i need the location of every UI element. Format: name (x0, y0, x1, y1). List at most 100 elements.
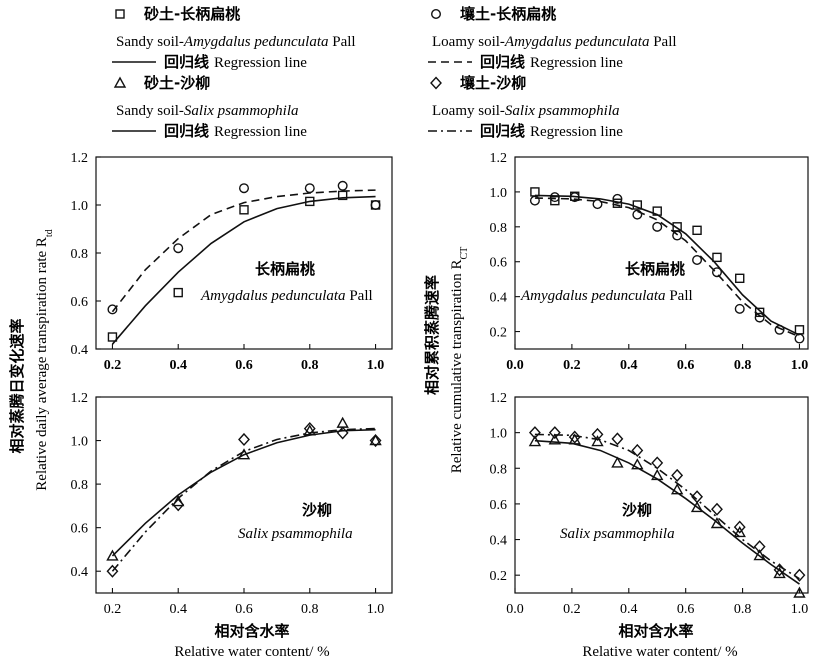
left-y-label-cn: 相对蒸腾日变化速率 (8, 318, 26, 453)
data-point-circle (692, 254, 703, 265)
x-tick-label: 1.0 (791, 358, 809, 373)
left-y-label-en-main: Relative daily average transpiration rat… (34, 237, 50, 491)
data-point-diamond (106, 564, 119, 578)
x-tick-label: 1.0 (367, 602, 385, 617)
plot-frame (514, 396, 809, 594)
y-tick-label: 0.2 (490, 326, 508, 341)
plot-frame (514, 156, 809, 350)
y-tick-label: 1.0 (71, 435, 89, 450)
data-point-diamond (691, 490, 704, 504)
data-point-diamond (711, 502, 723, 516)
legend-entry-2: 壤土-长柄扁桃 Loamy soil-Amygdalus pedunculata … (428, 5, 677, 71)
data-point-triangle (793, 586, 806, 598)
data-point-triangle (733, 525, 746, 538)
data-point-diamond (753, 540, 766, 554)
regression-line-dashdot (111, 427, 376, 572)
panel-top-right: 0.0 0.2 0.4 0.6 0.8 1.0 0.2 0.4 0.6 0.8 1.0 1.2 长柄扁桃… (490, 151, 809, 373)
data-point-square (712, 252, 722, 263)
legend-line-en: Regression line (530, 55, 623, 71)
y-tick-label: 0.8 (490, 221, 508, 236)
data-point-triangle (670, 483, 684, 495)
data-point-diamond (611, 432, 624, 446)
right-y-label-cn: 相对累积蒸腾速率 (423, 275, 441, 395)
panel-annotation-cn: 长柄扁桃 (625, 260, 685, 278)
x-tick-label: 0.6 (235, 358, 253, 373)
data-point-diamond (172, 498, 185, 512)
data-point-circle (632, 209, 643, 220)
regression-line-solid (111, 428, 376, 557)
data-point-triangle (611, 456, 624, 468)
data-point-square (239, 205, 249, 215)
left-x-label-en: Relative water content/ % (174, 644, 329, 660)
data-point-diamond (773, 563, 786, 577)
legend-cn-label: 砂土-长柄扁桃 (144, 5, 240, 23)
data-point-triangle (237, 448, 251, 460)
left-y-label-en: Relative daily average transpiration rat… (34, 229, 55, 490)
legend-marker-square (115, 9, 125, 19)
legend-en-label: Sandy soil-Salix psammophila (116, 103, 299, 119)
legend-cn-label: 壤土-长柄扁桃 (460, 5, 556, 23)
right-y-label-en: Relative cumulative transpiration RCT (449, 247, 470, 473)
x-tick-label: 0.8 (301, 602, 319, 617)
data-point-circle (794, 333, 805, 344)
data-point-square (550, 195, 560, 206)
x-tick-label: 1.0 (367, 358, 385, 373)
x-tick-label: 0.6 (677, 358, 695, 373)
panels: 0.2 0.4 0.6 0.8 1.0 0.4 0.6 0.8 1.0 1.2 长柄扁桃 Amygda… (71, 151, 809, 617)
x-tick-label: 0.2 (104, 602, 122, 617)
legend-entry-3: 砂土-沙柳 Sandy soil-Salix psammophila 回归线 Regr… (112, 74, 307, 140)
data-point-square (337, 190, 348, 201)
data-point-triangle (528, 435, 542, 447)
data-point-triangle (106, 549, 119, 561)
legend-entry-1: 砂土-长柄扁桃 Sandy soil-Amygdalus pedunculata … (112, 5, 356, 71)
x-tick-label: 0.0 (506, 602, 524, 617)
x-tick-label: 1.0 (791, 602, 809, 617)
x-tick-label: 0.4 (169, 358, 187, 373)
y-tick-label: 0.6 (71, 295, 89, 310)
data-point-circle (734, 303, 745, 314)
data-point-circle (173, 243, 184, 254)
y-tick-label: 1.2 (490, 391, 508, 406)
data-point-triangle (753, 549, 766, 561)
regression-line-dashdot (534, 433, 800, 580)
y-tick-label: 0.6 (490, 498, 508, 513)
data-point-square (692, 225, 702, 236)
data-point-diamond (528, 426, 541, 440)
y-tick-label: 1.2 (490, 151, 508, 166)
panel-bottom-left: 0.2 0.4 0.6 0.8 1.0 0.4 0.6 0.8 1.0 1.2 沙柳 Salix ps… (71, 391, 393, 617)
data-point-triangle (336, 416, 349, 428)
legend-en-label: Sandy soil-Amygdalus pedunculata Pall (116, 34, 356, 50)
left-x-label-cn: 相对含水率 (214, 622, 289, 640)
legend-marker-diamond (430, 76, 442, 90)
x-tick-label: 0.4 (620, 358, 638, 373)
data-point-circle (592, 199, 603, 210)
legend-line-en: Regression line (530, 124, 623, 140)
x-tick-label: 0.2 (563, 602, 581, 617)
data-point-diamond (336, 426, 349, 440)
y-tick-label: 0.6 (71, 522, 89, 537)
panel-annotation-cn: 沙柳 (302, 501, 332, 519)
data-point-square (173, 287, 183, 298)
legend-line-cn: 回归线 (164, 122, 209, 140)
data-point-diamond (369, 434, 382, 448)
x-tick-label: 0.8 (734, 602, 752, 617)
data-point-circle (612, 193, 623, 204)
regression-line-dashed (111, 189, 376, 313)
data-point-diamond (793, 568, 806, 582)
legend-marker-circle (431, 8, 442, 20)
legend-line-en: Regression line (214, 124, 307, 140)
y-tick-label: 0.4 (71, 343, 89, 358)
data-point-circle (529, 195, 540, 206)
right-x-label-cn: 相对含水率 (618, 622, 693, 640)
right-y-label-en-sub: CT (459, 247, 470, 260)
axis-labels: 相对蒸腾日变化速率 Relative daily average transpi… (8, 229, 738, 660)
panel-annotation-cn: 沙柳 (622, 501, 652, 519)
data-point-diamond (548, 426, 561, 440)
data-point-circle (549, 192, 560, 203)
x-tick-label: 0.2 (563, 358, 581, 373)
data-point-circle (711, 267, 722, 278)
y-tick-label: 0.8 (490, 462, 508, 477)
legend-line-cn: 回归线 (480, 122, 525, 140)
data-point-diamond (733, 520, 746, 534)
